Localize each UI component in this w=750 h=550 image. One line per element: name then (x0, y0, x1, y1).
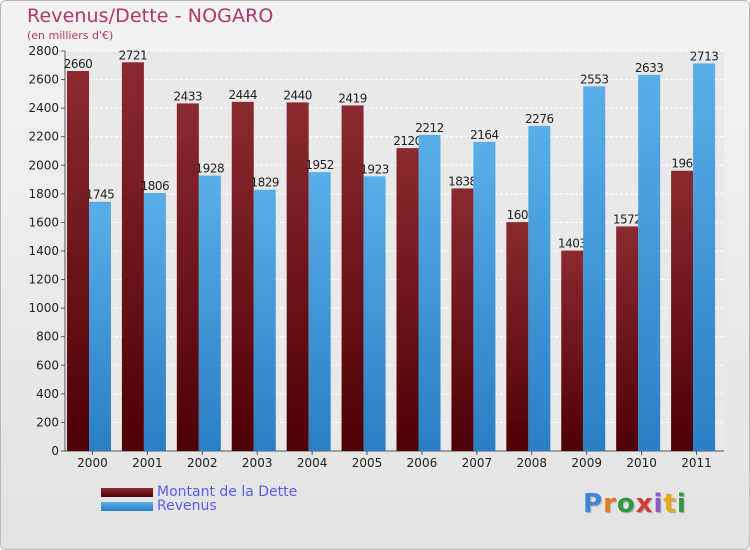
bar-value-label: 1829 (250, 176, 279, 190)
bar-value-label: 1806 (141, 179, 170, 193)
y-tick-label: 2800 (28, 44, 59, 58)
x-tick-label: 2010 (626, 456, 657, 470)
x-tick-label: 2002 (187, 456, 218, 470)
bar-value-label: 2164 (470, 128, 499, 142)
bar-revenus (308, 172, 331, 451)
bar-revenus (253, 189, 276, 451)
bar-value-label: 1745 (86, 188, 115, 202)
bar-value-label: 2276 (525, 112, 554, 126)
logo-letter: t (663, 489, 677, 519)
bar-revenus (473, 141, 496, 451)
bar-dette (396, 148, 419, 451)
legend-item-revenus: Revenus (101, 498, 297, 514)
logo-letter: P (583, 489, 604, 519)
plot-area (65, 51, 724, 451)
bar-dette (176, 103, 199, 451)
legend-item-dette: Montant de la Dette (101, 484, 298, 500)
bar-revenus (528, 125, 551, 451)
legend-swatch-revenus (101, 501, 153, 511)
bar-dette (671, 170, 694, 451)
bar-dette (121, 62, 144, 452)
chart-subtitle: (en milliers d'€) (27, 29, 114, 42)
bar-value-label: 1923 (360, 162, 389, 176)
x-tick-label: 2000 (77, 456, 108, 470)
x-tick-label: 2001 (132, 456, 163, 470)
legend-label-dette: Montant de la Dette (157, 484, 298, 500)
bar-value-label: 1403 (558, 237, 587, 251)
proxiti-logo: Proxiti (583, 489, 687, 519)
bar-revenus (638, 74, 661, 451)
bar-value-label: 2212 (415, 121, 444, 135)
bar-revenus (418, 135, 441, 451)
bar-revenus (198, 175, 221, 452)
bar-dette (341, 105, 364, 451)
bar-value-label: 1838 (448, 174, 477, 188)
x-tick-label: 2004 (297, 456, 328, 470)
logo-letter: i (676, 489, 687, 519)
y-tick-label: 400 (36, 387, 59, 401)
bar-revenus (583, 86, 606, 452)
bar-value-label: 160 (507, 208, 528, 222)
bar-revenus (363, 176, 386, 452)
bar-value-label: 2633 (635, 61, 664, 75)
bar-revenus (693, 63, 716, 452)
bar-dette (286, 102, 309, 451)
bar-dette (506, 222, 529, 451)
legend: Montant de la Dette Revenus (101, 484, 298, 514)
y-tick-label: 800 (36, 330, 59, 344)
bar-value-label: 2444 (228, 88, 257, 102)
bar-value-label: 1952 (305, 158, 334, 172)
bar-value-label: 2433 (174, 89, 203, 103)
chart-title: Revenus/Dette - NOGARO (27, 5, 274, 27)
bar-value-label: 2660 (64, 57, 93, 71)
x-tick-label: 2007 (462, 456, 493, 470)
bar-dette (231, 101, 254, 451)
x-tick-label: 2011 (681, 456, 712, 470)
x-tick-label: 2008 (517, 456, 548, 470)
y-tick-label: 1200 (28, 273, 59, 287)
legend-label-revenus: Revenus (157, 498, 217, 514)
bar-value-label: 196 (671, 157, 692, 171)
bar-value-label: 2553 (580, 72, 609, 86)
y-tick-label: 1400 (28, 244, 59, 258)
bar-value-label: 2440 (283, 88, 312, 102)
bar-value-label: 1928 (196, 162, 225, 176)
x-tick-label: 2003 (242, 456, 273, 470)
bar-revenus (143, 193, 166, 451)
x-tick-label: 2009 (571, 456, 602, 470)
y-tick-label: 2400 (28, 101, 59, 115)
bar-value-label: 2120 (393, 134, 422, 148)
y-tick-label: 600 (36, 358, 59, 372)
logo-letter: x (635, 489, 654, 519)
y-tick-label: 2200 (28, 130, 59, 144)
bar-dette (451, 188, 474, 451)
x-tick-label: 2006 (407, 456, 438, 470)
y-tick-label: 1600 (28, 215, 59, 229)
logo-letter: i (653, 489, 664, 519)
y-tick-label: 1000 (28, 301, 59, 315)
bar-dette (616, 226, 639, 451)
legend-swatch-dette (101, 487, 153, 497)
bar-value-label: 2419 (338, 91, 367, 105)
y-tick-label: 0 (51, 444, 59, 458)
bar-dette (561, 250, 584, 451)
logo-letter: r (603, 489, 617, 519)
y-tick-label: 2000 (28, 158, 59, 172)
bar-value-label: 2721 (119, 48, 148, 62)
bar-value-label: 2713 (690, 49, 719, 63)
logo-letter: o (616, 489, 636, 519)
y-tick-label: 2600 (28, 73, 59, 87)
y-tick-label: 200 (36, 415, 59, 429)
bar-value-label: 1572 (613, 212, 642, 226)
x-tick-label: 2005 (352, 456, 383, 470)
y-tick-label: 1800 (28, 187, 59, 201)
bar-dette (67, 71, 89, 451)
bar-revenus (89, 201, 111, 451)
